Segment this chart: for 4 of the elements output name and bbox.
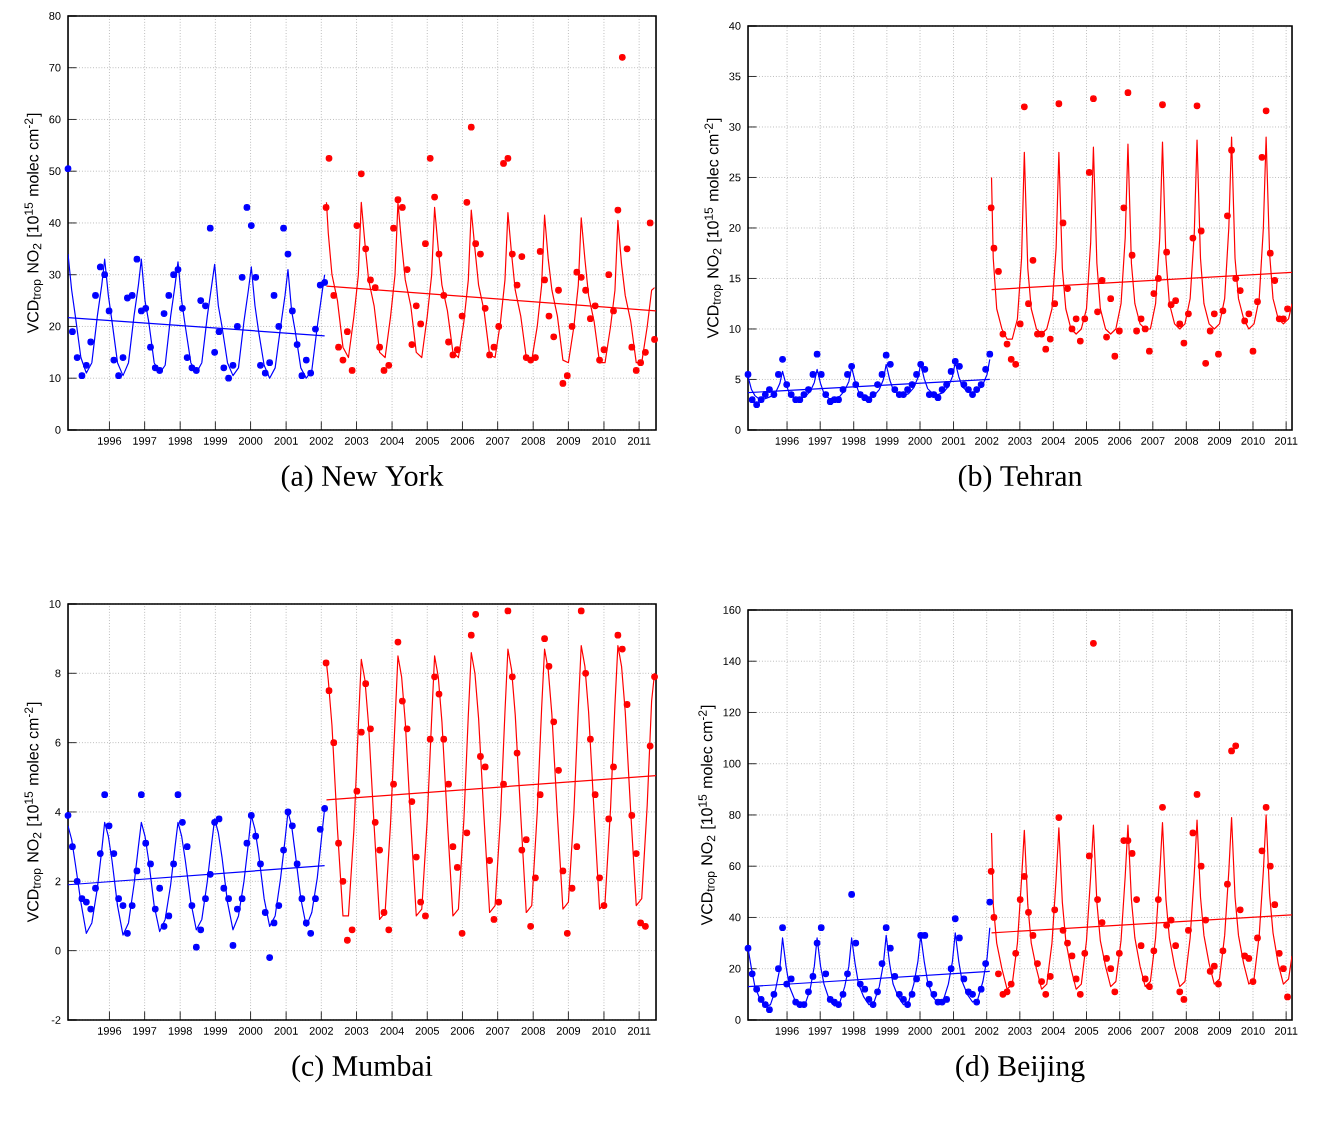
text: (d) Beijing — [956, 1055, 1085, 1083]
text: (c) Mumbai — [292, 1055, 433, 1083]
text: (b) Tehran — [958, 465, 1083, 493]
text: (a) New York — [281, 465, 444, 493]
